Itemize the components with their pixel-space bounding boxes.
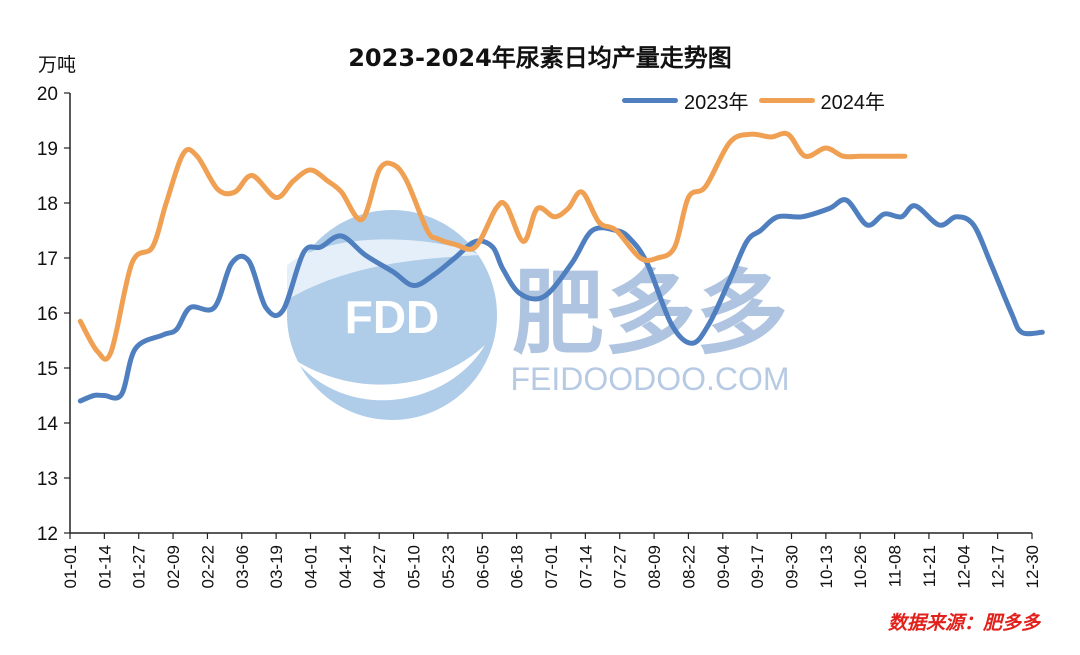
x-tick-label: 10-13 bbox=[817, 545, 836, 588]
data-source: 数据来源：肥多多 bbox=[887, 612, 1040, 634]
x-tick-label: 09-30 bbox=[783, 545, 802, 588]
x-tick-label: 09-17 bbox=[748, 545, 767, 588]
x-tick-label: 05-23 bbox=[439, 545, 458, 588]
x-tick-label: 04-01 bbox=[302, 545, 321, 588]
x-tick-label: 01-14 bbox=[95, 545, 114, 588]
y-tick-label: 19 bbox=[37, 139, 58, 160]
legend: 2023年 2024年 bbox=[622, 86, 895, 115]
x-tick-label: 07-14 bbox=[576, 545, 595, 588]
x-tick-label: 06-05 bbox=[473, 545, 492, 588]
x-tick-label: 11-21 bbox=[920, 545, 939, 587]
legend-item-2024: 2024年 bbox=[758, 86, 886, 115]
y-tick-label: 14 bbox=[37, 414, 59, 435]
x-tick-label: 03-06 bbox=[233, 545, 252, 588]
series-line-2023 bbox=[77, 197, 1045, 404]
watermark-logo: FDD bbox=[287, 210, 497, 420]
series-layer bbox=[77, 130, 1045, 404]
x-tick-label: 10-26 bbox=[851, 545, 870, 588]
x-tick-label: 12-30 bbox=[1023, 545, 1042, 588]
legend-label-2023: 2023年 bbox=[684, 92, 749, 114]
y-tick-label: 18 bbox=[37, 194, 58, 215]
chart-title: 2023-2024年尿素日均产量走势图 bbox=[348, 44, 732, 72]
watermark-brand-cn: 肥多多 bbox=[512, 260, 788, 367]
x-tick-label: 03-19 bbox=[267, 545, 286, 588]
y-tick-label: 12 bbox=[37, 524, 58, 545]
y-tick-label: 15 bbox=[37, 359, 58, 380]
y-axis-unit: 万吨 bbox=[38, 54, 77, 76]
y-tick-label: 16 bbox=[37, 304, 58, 325]
x-tick-label: 04-27 bbox=[370, 545, 389, 588]
legend-line-2023 bbox=[622, 98, 678, 103]
y-tick-label: 13 bbox=[37, 469, 58, 490]
x-tick-label: 05-10 bbox=[405, 545, 424, 588]
watermark-brand-en: FEIDOODOO.COM bbox=[510, 361, 789, 397]
x-tick-label: 12-04 bbox=[954, 545, 973, 588]
x-tick-label: 01-01 bbox=[61, 545, 80, 588]
series-line-2024 bbox=[77, 130, 908, 362]
legend-item-2023: 2023年 bbox=[622, 86, 749, 115]
axes: 12 13 14 15 16 17 18 19 20 01-01 01-14 01-27 02-09 02… bbox=[37, 84, 1042, 588]
x-tick-label: 08-09 bbox=[645, 545, 664, 588]
watermark-logo-text: FDD bbox=[345, 291, 440, 343]
x-tick-label: 08-22 bbox=[679, 545, 698, 588]
x-tick-label: 01-27 bbox=[130, 545, 149, 588]
y-tick-label: 20 bbox=[37, 84, 58, 105]
x-tick-label: 06-18 bbox=[508, 545, 527, 588]
legend-line-2024 bbox=[758, 98, 815, 103]
x-tick-label: 09-04 bbox=[714, 545, 733, 588]
x-tick-label: 07-01 bbox=[542, 545, 561, 588]
x-tick-label: 02-22 bbox=[198, 545, 217, 588]
x-tick-label: 11-08 bbox=[886, 545, 905, 587]
x-tick-label: 07-27 bbox=[611, 545, 630, 588]
x-tick-label: 04-14 bbox=[336, 545, 355, 588]
x-tick-label: 02-09 bbox=[164, 545, 183, 588]
watermark: FDD 肥多多 FEIDOODOO.COM bbox=[287, 210, 790, 420]
x-tick-label: 12-17 bbox=[989, 545, 1008, 588]
y-tick-label: 17 bbox=[37, 249, 58, 270]
legend-label-2024: 2024年 bbox=[820, 92, 886, 114]
